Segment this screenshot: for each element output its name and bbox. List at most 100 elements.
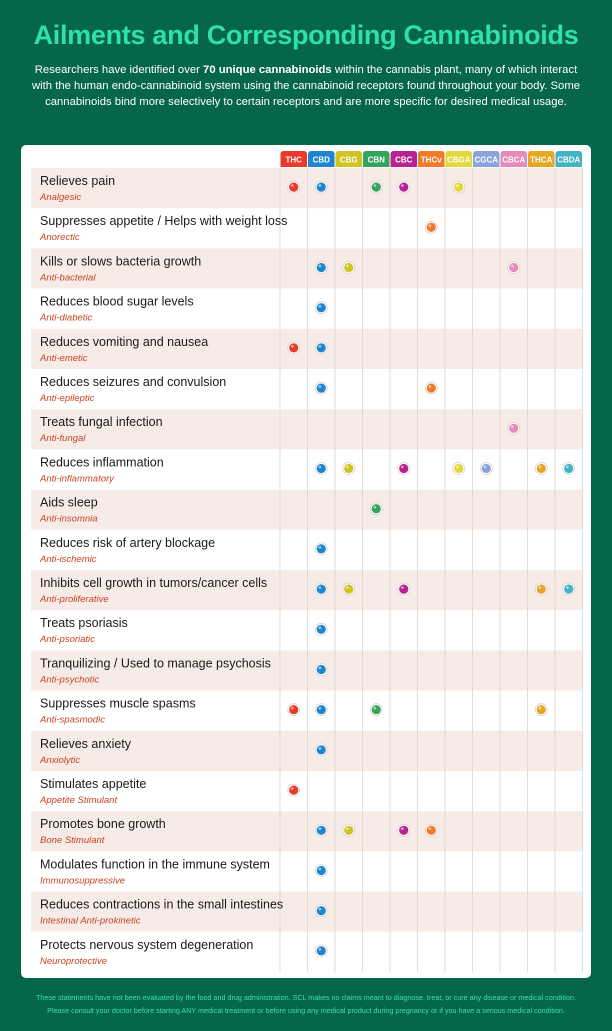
cannabinoid-dot-thcv (426, 383, 436, 393)
intro-text-emphasis: 70 unique cannabinoids (203, 64, 332, 76)
cannabinoid-dot-cbca (509, 262, 519, 273)
dot-highlight (318, 304, 322, 308)
dot-highlight (318, 184, 322, 187)
cannabinoid-dot-cbd (316, 624, 326, 634)
dot-highlight (373, 706, 377, 710)
row-background (31, 730, 583, 771)
ailment-label: Reduces vomiting and nausea (40, 335, 208, 349)
ailment-term: Anti-inflammatory (39, 473, 115, 484)
cannabinoid-dot-thca (536, 584, 546, 594)
dot-highlight (318, 465, 322, 469)
ailment-term: Analgesic (39, 192, 81, 203)
column-tab-base (335, 164, 362, 167)
row-background (31, 208, 583, 249)
column-tab-base (280, 164, 307, 167)
dot-highlight (510, 425, 514, 429)
dot-highlight (318, 385, 322, 388)
column-tab-base (308, 164, 335, 167)
dot-highlight (318, 586, 322, 589)
ailment-label: Stimulates appetite (40, 777, 146, 791)
dot-highlight (428, 827, 432, 831)
dot-highlight (318, 626, 322, 630)
dot-highlight (345, 465, 349, 469)
cannabinoid-dot-cbd (316, 745, 326, 755)
intro-text-end: within the cannabis plant, many of which… (31, 64, 581, 108)
cannabinoid-dot-cbd (316, 584, 326, 594)
column-tab-cgca (473, 151, 500, 167)
cannabinoid-dot-cbd (316, 544, 326, 554)
ailment-term: Anti-psychotic (39, 674, 99, 685)
cannabinoid-dot-cbd (316, 262, 326, 273)
dot-highlight (510, 264, 514, 268)
ailment-term: Anti-proliferative (39, 594, 109, 605)
cannabinoid-dot-cbg (344, 463, 354, 474)
column-tab-cbn (363, 151, 390, 167)
row-background (31, 931, 583, 972)
dot-highlight (538, 465, 542, 469)
cannabinoid-dot-cbc (399, 584, 409, 594)
dot-highlight (565, 465, 569, 469)
ailment-term: Anxiolytic (39, 755, 80, 766)
dot-highlight (345, 264, 349, 268)
column-tab-cbga (445, 151, 472, 167)
cannabinoid-dot-cbc (399, 463, 409, 474)
cannabinoid-dot-cbda (564, 584, 574, 594)
row-background (31, 891, 583, 932)
cannabinoid-dot-cbd (316, 383, 326, 393)
dot-highlight (318, 947, 322, 951)
column-label: CBCA (502, 156, 525, 165)
cannabinoid-dot-thcv (426, 825, 436, 835)
column-tab-base (390, 164, 417, 167)
ailment-label: Reduces blood sugar levels (40, 295, 194, 309)
ailment-term: Anti-bacterial (39, 272, 96, 283)
row-background (31, 288, 583, 329)
row-background (31, 851, 583, 892)
row-background (31, 610, 583, 651)
ailment-cannabinoid-chart: THC CBD CBG CBN CBC THCv CBGA CGCA CBCA THCA CBDA R… (31, 151, 583, 972)
column-label: THCA (530, 156, 552, 165)
column-label: CBD (313, 156, 331, 165)
ailment-label: Reduces risk of artery blockage (40, 536, 215, 550)
ailment-label: Reduces seizures and convulsion (40, 375, 226, 389)
ailment-label: Relieves anxiety (40, 737, 132, 751)
column-tab-base (445, 164, 472, 167)
column-label: CBGA (447, 156, 471, 165)
cannabinoid-dot-cbca (509, 423, 519, 433)
cannabinoid-dot-cbn (371, 705, 381, 715)
column-tab-base (555, 164, 582, 167)
ailment-label: Kills or slows bacteria growth (40, 254, 201, 268)
column-tab-base (363, 164, 390, 167)
ailment-label: Relieves pain (40, 174, 115, 188)
cannabinoid-dot-thc (289, 705, 299, 715)
cannabinoid-dot-cbd (316, 463, 326, 474)
cannabinoid-dot-cbd (316, 664, 326, 675)
dot-highlight (400, 184, 404, 187)
page-title: Ailments and Corresponding Cannabinoids (33, 20, 579, 50)
row-background (31, 650, 583, 691)
row-background (31, 690, 583, 731)
column-tab-cbd (308, 151, 335, 167)
dot-highlight (345, 586, 349, 589)
cannabinoid-dot-thc (289, 343, 299, 353)
cannabinoid-dot-cbd (316, 303, 326, 313)
ailment-label: Aids sleep (40, 496, 98, 510)
ailment-term: Anti-insomnia (39, 514, 98, 525)
cannabinoid-dot-cbd (316, 343, 326, 353)
column-tab-thc (280, 151, 307, 167)
column-tab-base (473, 164, 500, 167)
ailment-term: Anti-emetic (39, 353, 88, 364)
column-tab-base (500, 164, 527, 167)
column-tab-base (418, 164, 445, 167)
cannabinoid-dot-cbg (344, 262, 354, 273)
ailment-term: Anti-spasmodic (39, 715, 105, 726)
cannabinoid-dot-thcv (426, 222, 436, 232)
ailment-label: Protects nervous system degeneration (40, 938, 253, 952)
ailment-label: Reduces contractions in the small intest… (40, 898, 283, 912)
row-background (31, 369, 583, 410)
row-background (31, 168, 583, 209)
disclaimer-line-1: These statements have not been evaluated… (36, 993, 576, 1002)
dot-highlight (400, 465, 404, 469)
row-background (31, 409, 583, 450)
ailment-term: Bone Stimulant (40, 835, 105, 846)
row-background (31, 248, 583, 289)
